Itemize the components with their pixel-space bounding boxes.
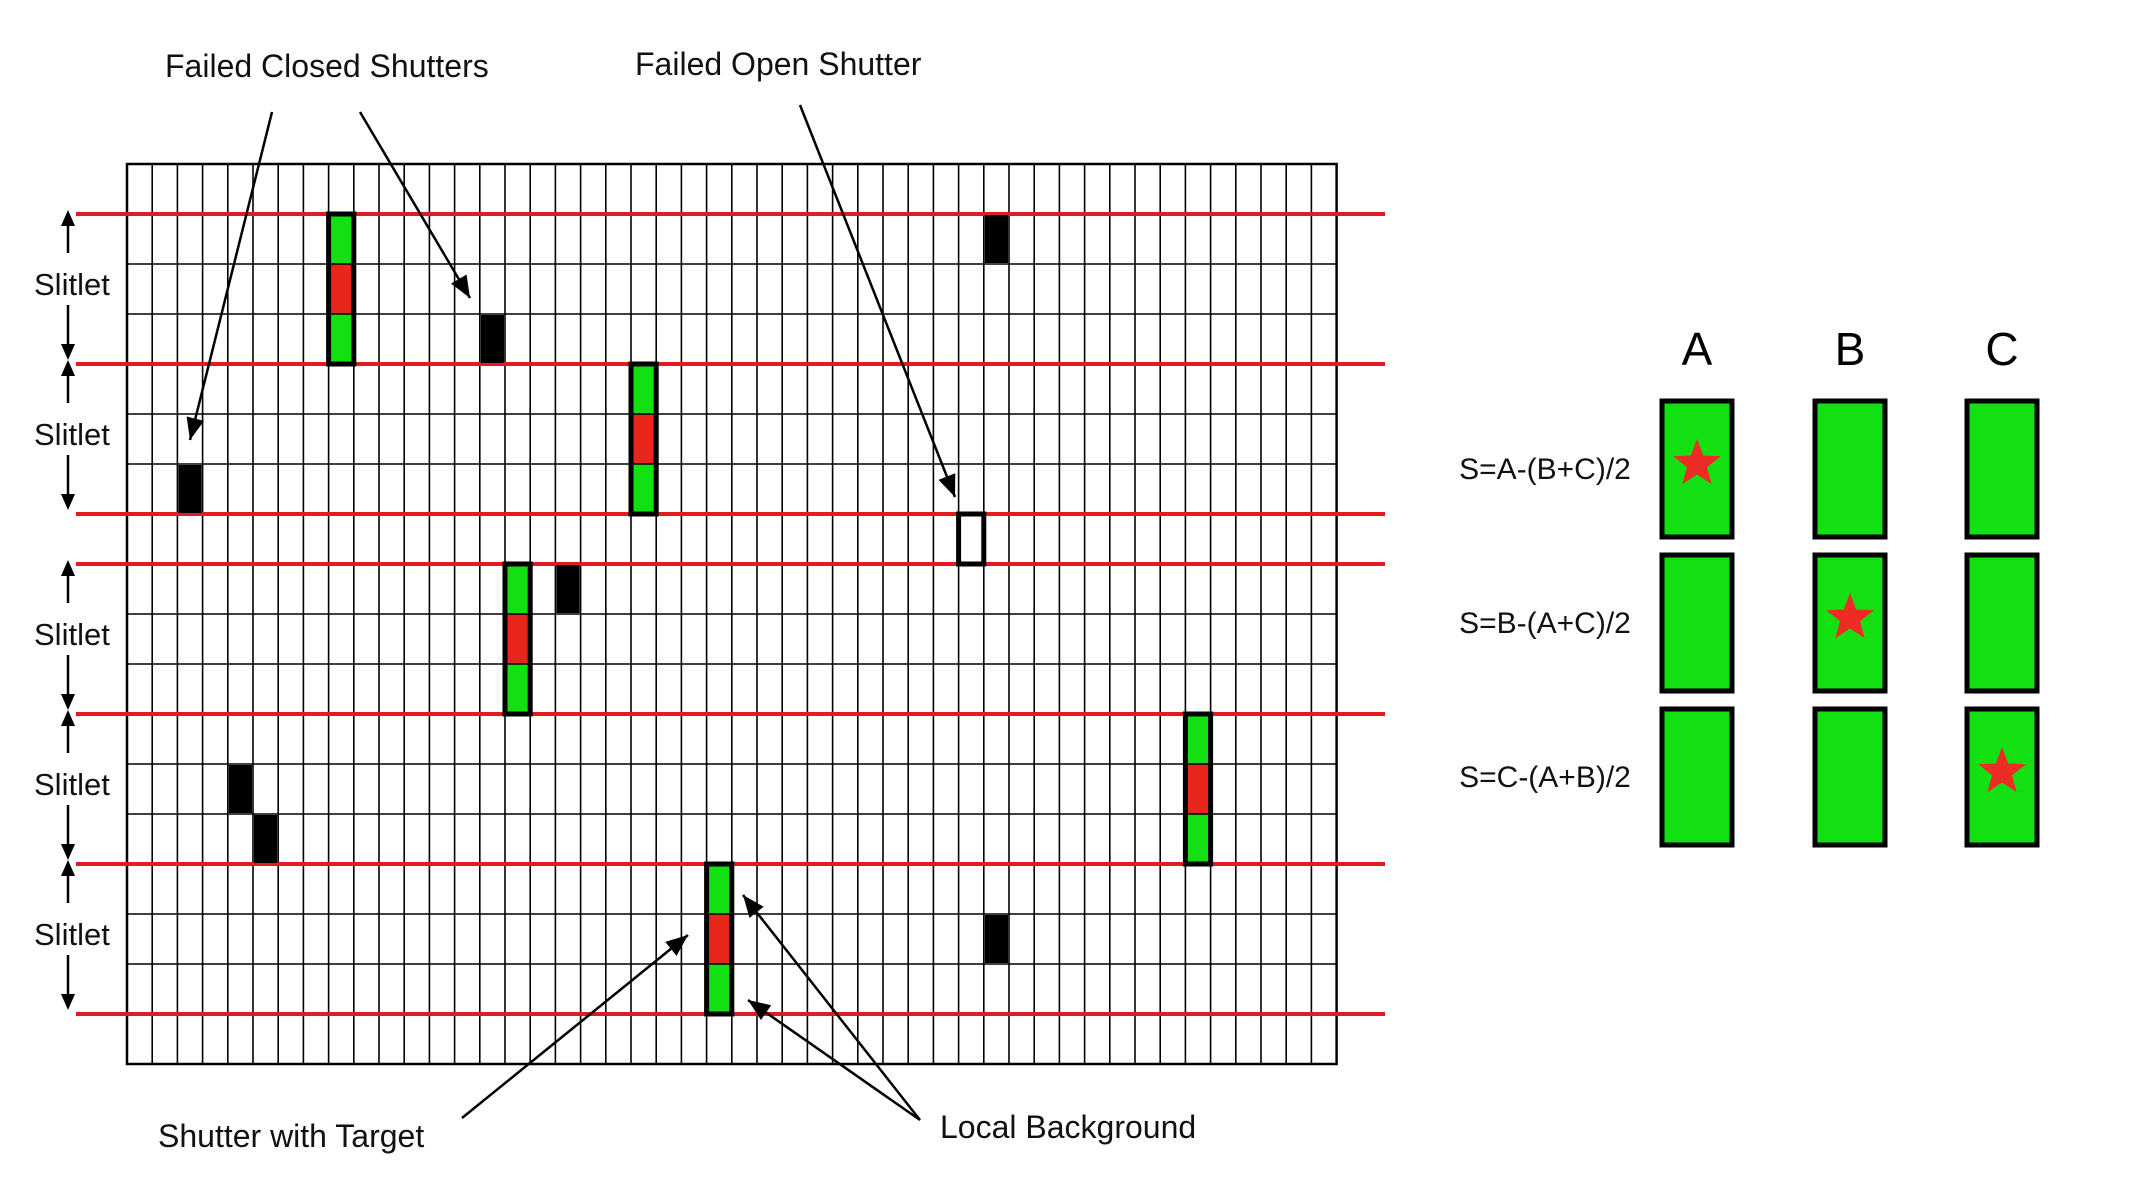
arrow-down-icon — [61, 344, 75, 360]
failed-closed-shutter — [178, 465, 202, 513]
nod-panel: A B C S=A-(B+C)/2 S=B-(A+C)/2 S=C-(A+B)/2 — [1459, 323, 2040, 848]
slitlet-outline — [326, 211, 357, 367]
slitlet-markers: Slitlet Slitlet Slitlet Slitlet Slitlet — [34, 210, 110, 1010]
background-shutter — [631, 364, 657, 414]
shutter-with-target-arrow — [461, 934, 689, 1119]
local-background-arrow-1 — [742, 894, 921, 1121]
target-shutter — [328, 264, 354, 314]
arrow-down-icon — [61, 494, 75, 510]
slitlet-label: Slitlet — [34, 617, 110, 652]
failed-closed-shutter — [480, 315, 504, 363]
target-shutter — [1185, 764, 1211, 814]
background-shutter — [328, 214, 354, 264]
failed-closed-shutter — [228, 765, 252, 813]
arrowhead-icon — [748, 1000, 772, 1020]
target-shutter — [631, 414, 657, 464]
background-shutter — [505, 664, 531, 714]
nod-equation: S=C-(A+B)/2 — [1459, 761, 1631, 794]
target-shutter-group — [502, 561, 533, 717]
slitlet-marker: Slitlet — [34, 710, 110, 860]
slitlet-marker: Slitlet — [34, 210, 110, 360]
nod-column-label: C — [1985, 323, 2018, 375]
failed-closed-arrow-1 — [186, 111, 274, 441]
arrow-line — [747, 998, 921, 1122]
arrow-line — [798, 104, 957, 498]
arrow-down-icon — [61, 844, 75, 860]
background-shutter — [505, 564, 531, 614]
arrow-down-icon — [61, 994, 75, 1010]
background-shutter — [1185, 814, 1211, 864]
target-shutter — [505, 614, 531, 664]
nod-shutter — [1812, 398, 1888, 540]
arrowhead-icon — [186, 416, 205, 440]
target-shutter-group — [326, 211, 357, 367]
background-shutter — [706, 864, 732, 914]
nod-equation: S=B-(A+C)/2 — [1459, 607, 1631, 640]
nod-column-label: B — [1835, 323, 1866, 375]
arrowhead-icon — [665, 935, 688, 956]
arrow-line — [461, 934, 689, 1119]
arrow-down-icon — [61, 694, 75, 710]
arrow-line — [742, 894, 921, 1121]
star-icon — [1978, 747, 2026, 793]
arrow-line — [188, 111, 274, 441]
arrow-up-icon — [61, 860, 75, 876]
target-shutter-group — [628, 361, 659, 517]
failed-open-shutter — [956, 511, 987, 567]
arrow-up-icon — [61, 360, 75, 376]
arrow-up-icon — [61, 560, 75, 576]
failed-closed-shutter — [254, 815, 278, 863]
star-icon — [1673, 439, 1721, 485]
arrowhead-icon — [938, 473, 956, 497]
slitlet-label: Slitlet — [34, 917, 110, 952]
local-background-label: Local Background — [940, 1109, 1196, 1145]
arrow-up-icon — [61, 210, 75, 226]
nod-shutter — [1964, 398, 2040, 540]
slitlet-outline — [1182, 711, 1214, 867]
failed-closed-shutter — [984, 215, 1008, 263]
failed-closed-arrow-2 — [358, 111, 472, 299]
failed-closed-label: Failed Closed Shutters — [165, 48, 489, 84]
annotation-arrows — [186, 104, 957, 1122]
arrow-up-icon — [61, 710, 75, 726]
slitlet-outline — [502, 561, 533, 717]
target-shutter-group — [1182, 711, 1214, 867]
nod-column-label: A — [1682, 323, 1713, 375]
slitlet-label: Slitlet — [34, 417, 110, 452]
nod-shutter — [1659, 706, 1735, 848]
slitlet-marker: Slitlet — [34, 360, 110, 510]
arrowhead-icon — [451, 274, 470, 298]
slitlet-outline — [704, 861, 735, 1017]
slitlet-marker: Slitlet — [34, 860, 110, 1010]
slitlet-outline — [628, 361, 659, 517]
slitlet-label: Slitlet — [34, 267, 110, 302]
background-shutter — [631, 464, 657, 514]
nod-shutter — [1812, 706, 1888, 848]
target-shutter — [706, 914, 732, 964]
nod-shutter — [1659, 552, 1735, 694]
arrow-line — [358, 111, 472, 299]
failed-closed-shutter — [556, 565, 580, 613]
background-shutter — [706, 964, 732, 1014]
failed-open-arrow — [798, 104, 957, 498]
background-shutter — [1185, 714, 1211, 764]
slitlet-marker: Slitlet — [34, 560, 110, 710]
target-shutter-group — [704, 861, 735, 1017]
nod-equation: S=A-(B+C)/2 — [1459, 453, 1631, 486]
shutter-with-target-label: Shutter with Target — [158, 1118, 424, 1154]
shutters — [178, 211, 1214, 1017]
arrowhead-icon — [743, 895, 764, 918]
failed-open-label: Failed Open Shutter — [635, 46, 922, 82]
background-shutter — [328, 314, 354, 364]
failed-closed-shutter — [984, 915, 1008, 963]
local-background-arrow-2 — [747, 998, 921, 1122]
slitlet-label: Slitlet — [34, 767, 110, 802]
star-icon — [1826, 593, 1874, 639]
nod-shutter — [1964, 552, 2040, 694]
